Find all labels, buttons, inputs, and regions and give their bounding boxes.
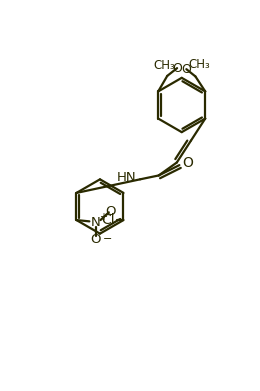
Text: O: O bbox=[183, 156, 193, 170]
Text: O: O bbox=[181, 63, 191, 76]
Text: O: O bbox=[91, 233, 101, 246]
Text: CH₃: CH₃ bbox=[189, 58, 211, 71]
Text: HN: HN bbox=[116, 171, 136, 184]
Text: O: O bbox=[105, 204, 115, 217]
Text: N: N bbox=[91, 216, 101, 229]
Text: CH₃: CH₃ bbox=[153, 59, 175, 72]
Text: Cl: Cl bbox=[101, 213, 115, 227]
Text: +: + bbox=[99, 212, 107, 222]
Text: −: − bbox=[103, 235, 113, 244]
Text: O: O bbox=[172, 62, 182, 75]
